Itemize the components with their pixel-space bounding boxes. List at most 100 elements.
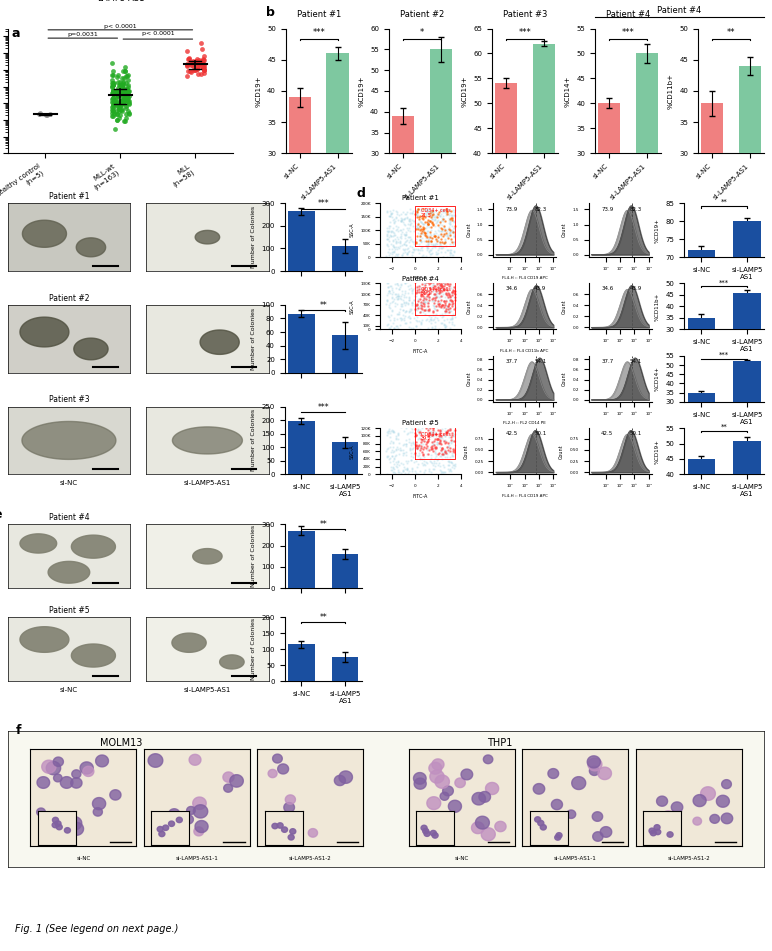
Point — [442, 304, 455, 320]
Point — [425, 210, 438, 225]
Point — [449, 219, 461, 234]
Point — [430, 456, 442, 471]
Point — [445, 436, 457, 451]
Point — [425, 440, 438, 456]
Text: 37.7: 37.7 — [506, 359, 518, 363]
Point — [419, 462, 432, 477]
Point — [438, 262, 450, 277]
Point — [383, 283, 395, 299]
Point — [436, 465, 449, 480]
Point — [422, 261, 435, 276]
Point — [444, 408, 456, 423]
Point — [381, 204, 393, 220]
Point — [422, 243, 434, 258]
Point — [420, 289, 432, 304]
Point — [435, 421, 448, 437]
Point — [418, 221, 431, 236]
Point — [393, 307, 405, 322]
Point — [391, 464, 404, 479]
Point — [447, 214, 459, 229]
Point — [437, 433, 449, 448]
Point — [436, 409, 449, 424]
Point — [106, 78, 118, 93]
Point — [442, 424, 454, 439]
Point — [442, 422, 455, 437]
Point — [384, 407, 396, 422]
Point — [437, 214, 449, 229]
Point — [418, 453, 430, 468]
Point — [422, 216, 434, 231]
Text: b: b — [266, 6, 275, 19]
Point — [442, 439, 455, 455]
Point — [427, 218, 439, 233]
Point — [432, 299, 444, 314]
Point — [427, 307, 439, 322]
Point — [404, 217, 416, 232]
Point — [409, 216, 422, 231]
Bar — [733, 222, 760, 508]
Point — [426, 457, 438, 473]
Point — [440, 275, 452, 290]
Point — [422, 295, 434, 310]
Point — [391, 292, 403, 307]
Point — [402, 465, 415, 480]
Point — [402, 244, 415, 260]
Point — [415, 215, 428, 230]
Bar — [332, 336, 358, 373]
Point — [399, 263, 411, 279]
Point — [388, 464, 400, 479]
Point — [120, 85, 132, 100]
Point — [432, 217, 444, 232]
Point — [107, 68, 120, 83]
Point — [448, 289, 460, 304]
Point — [429, 286, 442, 301]
Point — [427, 312, 439, 327]
Point — [432, 214, 444, 229]
Point — [411, 402, 423, 417]
Point — [416, 433, 428, 448]
Point — [402, 453, 415, 468]
Point — [418, 292, 431, 307]
Point — [425, 407, 438, 422]
Text: **: ** — [721, 424, 727, 430]
Point — [408, 413, 421, 428]
Point — [441, 202, 453, 217]
Point — [418, 279, 431, 294]
Point — [395, 276, 408, 291]
Point — [386, 423, 398, 438]
Point — [444, 289, 456, 304]
Point — [405, 216, 418, 231]
Point — [426, 207, 438, 223]
Point — [413, 408, 425, 423]
Point — [432, 292, 444, 307]
Point — [448, 414, 460, 429]
Text: 82.3: 82.3 — [629, 207, 642, 212]
Point — [417, 293, 429, 308]
Point — [439, 303, 452, 319]
Point — [387, 271, 399, 286]
Point — [424, 311, 436, 326]
Point — [442, 435, 455, 450]
Point — [431, 234, 443, 249]
Point — [382, 280, 394, 295]
Point — [402, 296, 415, 311]
Point — [404, 262, 416, 278]
Point — [414, 463, 426, 478]
Point — [448, 434, 460, 449]
Point — [399, 234, 411, 249]
Point — [387, 400, 399, 416]
Point — [435, 285, 447, 301]
Point — [393, 398, 405, 413]
Point — [413, 236, 425, 251]
Point — [438, 441, 450, 456]
Point — [447, 213, 459, 228]
Point — [428, 298, 440, 313]
Point — [422, 425, 435, 440]
Point — [422, 426, 435, 441]
Point — [404, 441, 416, 456]
Point — [445, 299, 458, 314]
Point — [107, 86, 120, 101]
Title: Patient #1: Patient #1 — [402, 196, 439, 202]
Point — [435, 414, 448, 429]
Point — [423, 443, 435, 458]
